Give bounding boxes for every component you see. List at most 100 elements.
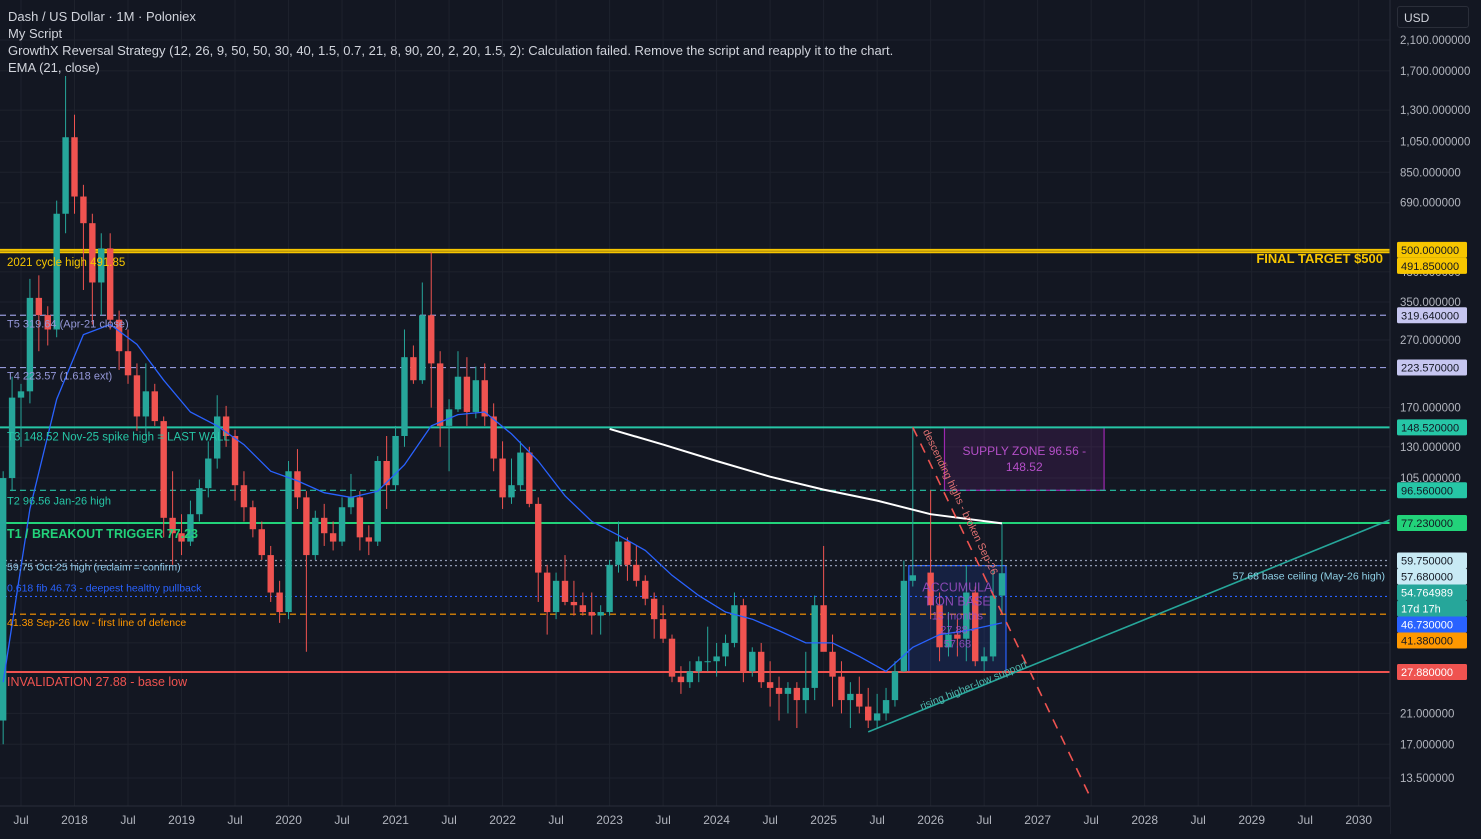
candle-body[interactable] bbox=[169, 517, 176, 534]
price-level-badge[interactable] bbox=[1397, 514, 1467, 531]
candle-body[interactable] bbox=[561, 580, 569, 602]
candle-body[interactable] bbox=[526, 452, 533, 504]
ema-line[interactable] bbox=[2, 323, 1003, 683]
candle-body[interactable] bbox=[258, 529, 265, 556]
script-name[interactable]: My Script bbox=[8, 26, 63, 41]
candle-body[interactable] bbox=[0, 478, 7, 721]
candle-body[interactable] bbox=[989, 595, 997, 657]
candle-body[interactable] bbox=[205, 458, 212, 489]
candle-body[interactable] bbox=[668, 638, 676, 677]
long-ma-line[interactable] bbox=[609, 427, 1003, 525]
candle-body[interactable] bbox=[731, 605, 738, 643]
candle-body[interactable] bbox=[838, 676, 845, 701]
candle-body[interactable] bbox=[945, 634, 952, 648]
candle-body[interactable] bbox=[356, 497, 364, 538]
price-level-badge[interactable] bbox=[1397, 632, 1467, 649]
strategy-error-message[interactable]: GrowthX Reversal Strategy (12, 26, 9, 50… bbox=[8, 43, 894, 58]
candle-body[interactable] bbox=[321, 517, 328, 534]
candle-body[interactable] bbox=[472, 380, 480, 412]
candle-body[interactable] bbox=[802, 687, 809, 701]
candle-body[interactable] bbox=[347, 497, 355, 508]
candle-body[interactable] bbox=[187, 514, 194, 542]
price-level-badge[interactable] bbox=[1397, 552, 1467, 569]
candle-body[interactable] bbox=[998, 573, 1006, 596]
candle-body[interactable] bbox=[419, 315, 426, 381]
price-level-badge[interactable] bbox=[1397, 584, 1467, 601]
candle-body[interactable] bbox=[606, 564, 613, 613]
candle-body[interactable] bbox=[213, 416, 221, 459]
candle-body[interactable] bbox=[909, 575, 916, 581]
candle-body[interactable] bbox=[80, 196, 87, 224]
candle-body[interactable] bbox=[820, 605, 827, 652]
price-level-badge[interactable] bbox=[1397, 568, 1467, 585]
candle-body[interactable] bbox=[222, 416, 230, 436]
candle-body[interactable] bbox=[570, 601, 578, 606]
candle-body[interactable] bbox=[115, 319, 123, 352]
candle-body[interactable] bbox=[365, 537, 373, 542]
candle-body[interactable] bbox=[597, 612, 604, 616]
candle-body[interactable] bbox=[160, 421, 167, 518]
candle-body[interactable] bbox=[454, 376, 462, 410]
candle-body[interactable] bbox=[508, 485, 515, 498]
candle-body[interactable] bbox=[392, 435, 399, 486]
candle-body[interactable] bbox=[677, 676, 685, 683]
descending-highs-trendline[interactable] bbox=[912, 427, 1092, 800]
candle-body[interactable] bbox=[552, 580, 560, 613]
candle-body[interactable] bbox=[106, 248, 114, 320]
rising-support-trendline[interactable] bbox=[867, 491, 1458, 733]
price-level-badge[interactable] bbox=[1397, 616, 1467, 633]
candle-body[interactable] bbox=[196, 488, 203, 515]
candle-body[interactable] bbox=[900, 580, 908, 672]
candle-body[interactable] bbox=[936, 605, 943, 648]
candle-body[interactable] bbox=[659, 619, 667, 639]
candle-body[interactable] bbox=[847, 693, 854, 701]
candle-body[interactable] bbox=[62, 137, 69, 214]
candle-body[interactable] bbox=[740, 605, 747, 672]
candle-body[interactable] bbox=[829, 651, 836, 677]
candle-body[interactable] bbox=[374, 460, 381, 542]
candle-body[interactable] bbox=[26, 297, 34, 392]
candle-body[interactable] bbox=[543, 572, 551, 613]
candle-body[interactable] bbox=[231, 435, 239, 486]
candle-body[interactable] bbox=[811, 605, 818, 688]
candle-body[interactable] bbox=[695, 661, 702, 672]
candle-body[interactable] bbox=[463, 376, 471, 412]
candle-body[interactable] bbox=[53, 213, 60, 330]
candle-body[interactable] bbox=[338, 507, 346, 542]
candle-body[interactable] bbox=[17, 391, 25, 398]
candle-body[interactable] bbox=[856, 693, 863, 707]
price-level-badge[interactable] bbox=[1397, 482, 1467, 499]
candle-body[interactable] bbox=[615, 541, 622, 565]
candle-body[interactable] bbox=[8, 397, 16, 479]
candle-body[interactable] bbox=[44, 315, 51, 330]
candle-body[interactable] bbox=[713, 656, 720, 662]
candle-body[interactable] bbox=[650, 598, 658, 620]
candle-body[interactable] bbox=[633, 564, 640, 581]
ema-indicator-label[interactable]: EMA (21, close) bbox=[8, 60, 100, 75]
candle-body[interactable] bbox=[312, 517, 319, 556]
candle-body[interactable] bbox=[142, 391, 150, 417]
candle-body[interactable] bbox=[980, 656, 988, 662]
candle-body[interactable] bbox=[722, 642, 729, 657]
candle-body[interactable] bbox=[882, 700, 890, 714]
candle-body[interactable] bbox=[579, 605, 587, 613]
supply-zone-box[interactable] bbox=[943, 426, 1105, 491]
price-level-badge[interactable] bbox=[1397, 257, 1467, 274]
candle-body[interactable] bbox=[927, 572, 934, 606]
candle-body[interactable] bbox=[35, 297, 43, 316]
candle-body[interactable] bbox=[517, 452, 524, 486]
candle-body[interactable] bbox=[891, 671, 899, 701]
candle-body[interactable] bbox=[89, 223, 96, 283]
candle-body[interactable] bbox=[249, 507, 257, 530]
candle-body[interactable] bbox=[963, 592, 970, 639]
candle-body[interactable] bbox=[749, 651, 756, 672]
candle-body[interactable] bbox=[784, 687, 792, 694]
candle-body[interactable] bbox=[445, 409, 453, 426]
symbol-title[interactable]: Dash / US Dollar · 1M · Poloniex bbox=[8, 9, 196, 24]
candle-body[interactable] bbox=[124, 351, 132, 376]
candle-body[interactable] bbox=[303, 497, 310, 556]
candle-body[interactable] bbox=[873, 713, 881, 721]
price-level-badge[interactable] bbox=[1397, 241, 1467, 258]
candle-body[interactable] bbox=[383, 460, 390, 486]
